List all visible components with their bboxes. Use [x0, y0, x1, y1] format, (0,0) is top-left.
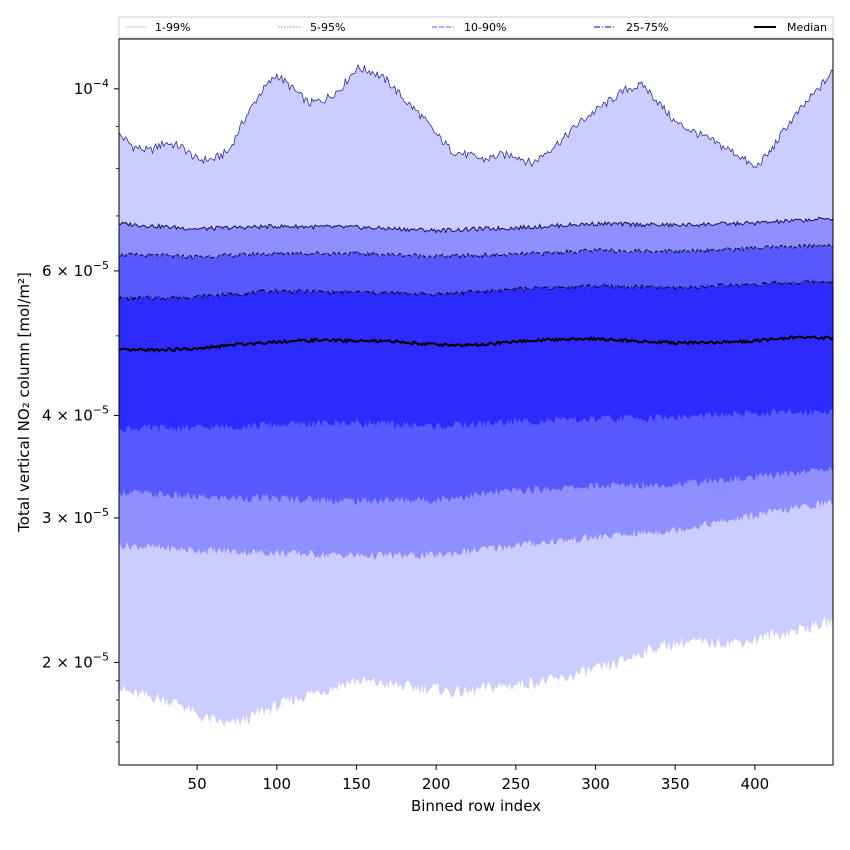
band-5-95%-upper-edge — [119, 216, 833, 234]
band-25-75%-upper-edge — [119, 279, 833, 302]
legend-label: 10-90% — [464, 21, 506, 34]
legend: 1-99% 5-95% 10-90% 25-75% Median — [118, 16, 834, 39]
x-tick-label: 150 — [342, 775, 371, 793]
y-tick-label: 3 × 10−5 — [42, 506, 109, 527]
x-tick-label: 250 — [502, 775, 531, 793]
band-10-90%-upper-edge — [119, 243, 833, 260]
legend-label: Median — [787, 21, 827, 34]
series-median-line — [119, 334, 833, 353]
y-tick-label: 6 × 10−5 — [42, 259, 109, 280]
x-tick-label: 200 — [422, 775, 451, 793]
y-tick-label: 4 × 10−5 — [42, 403, 109, 424]
x-axis-label: Binned row index — [411, 797, 541, 815]
x-tick-label: 100 — [262, 775, 291, 793]
x-tick-label: 350 — [661, 775, 690, 793]
x-tick-label: 400 — [741, 775, 770, 793]
legend-label: 1-99% — [155, 21, 190, 34]
legend-label: 25-75% — [626, 21, 668, 34]
y-axis-ticks: 2 × 10−5 3 × 10−5 4 × 10−5 6 × 10−5 10−4 — [42, 77, 119, 743]
band-1-99%-upper-edge — [119, 63, 833, 169]
median-series — [119, 334, 833, 353]
x-tick-label: 300 — [581, 775, 610, 793]
y-axis-label: Total vertical NO₂ column [mol/m²] — [15, 272, 33, 533]
y-tick-label: 10−4 — [74, 77, 109, 98]
plot-frame — [118, 38, 834, 766]
x-tick-label: 50 — [188, 775, 207, 793]
percentile-bands — [119, 64, 833, 727]
x-axis-ticks: 50 100 150 200 250 300 350 400 — [188, 765, 770, 793]
percentile-band-edges — [119, 63, 833, 302]
legend-label: 5-95% — [310, 21, 345, 34]
y-tick-label: 2 × 10−5 — [42, 650, 109, 671]
legend-box — [118, 16, 834, 39]
band-25-75%-area — [119, 280, 833, 433]
